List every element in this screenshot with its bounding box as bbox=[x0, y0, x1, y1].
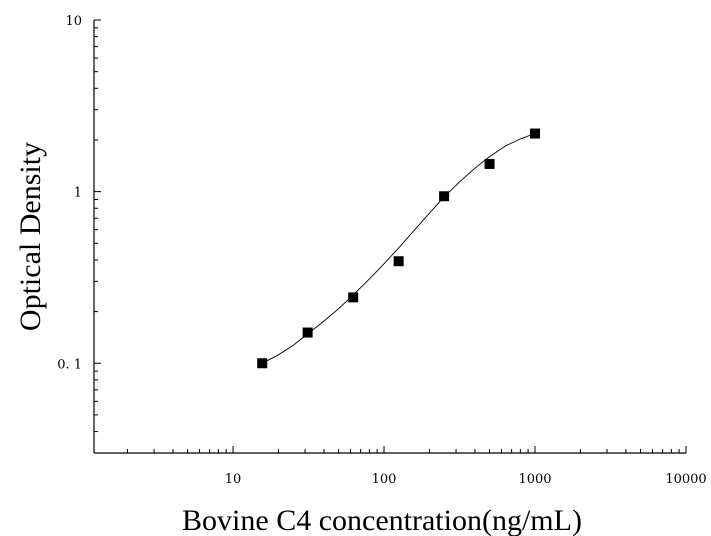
plot-area: 10 100 1000 10000 0. 1 1 10 bbox=[57, 14, 706, 487]
x-tick-label: 1000 bbox=[518, 472, 551, 487]
data-point bbox=[257, 358, 268, 369]
y-axis-ticks bbox=[94, 19, 101, 454]
data-point bbox=[439, 191, 450, 202]
data-points bbox=[257, 128, 541, 369]
y-tick-label: 10 bbox=[65, 14, 82, 29]
data-point bbox=[348, 292, 359, 303]
x-axis-tick-labels: 10 100 1000 10000 bbox=[225, 472, 707, 487]
x-axis-title: Bovine C4 concentration(ng/mL) bbox=[182, 504, 582, 536]
y-axis-tick-labels: 0. 1 1 10 bbox=[57, 14, 82, 372]
x-tick-label: 100 bbox=[372, 472, 397, 487]
data-point bbox=[393, 256, 404, 267]
x-tick-label: 10 bbox=[225, 472, 242, 487]
data-point bbox=[530, 128, 541, 139]
y-tick-label: 0. 1 bbox=[57, 357, 82, 372]
y-axis-title: Optical Density bbox=[14, 142, 47, 331]
x-axis-ticks bbox=[126, 446, 687, 453]
data-point bbox=[302, 327, 313, 338]
data-point bbox=[484, 158, 495, 169]
x-tick-label: 10000 bbox=[665, 472, 706, 487]
y-tick-label: 1 bbox=[74, 186, 82, 201]
